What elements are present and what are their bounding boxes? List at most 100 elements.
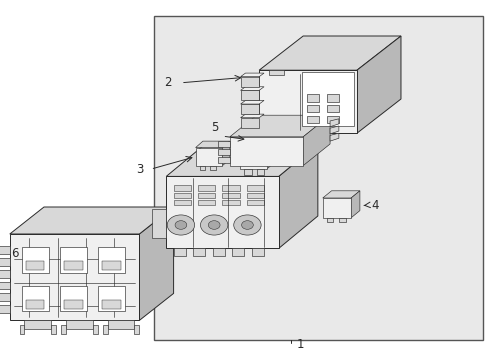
Bar — [222, 200, 239, 205]
Polygon shape — [350, 191, 359, 218]
Circle shape — [167, 215, 194, 235]
Bar — [26, 261, 44, 270]
Bar — [306, 105, 319, 112]
Polygon shape — [239, 148, 266, 169]
Bar — [66, 320, 93, 329]
Bar — [326, 94, 338, 102]
Polygon shape — [240, 90, 259, 100]
Bar — [306, 116, 319, 123]
Bar — [173, 193, 190, 198]
Polygon shape — [322, 191, 359, 198]
Polygon shape — [195, 148, 222, 166]
Text: 1: 1 — [296, 338, 304, 351]
Polygon shape — [139, 207, 173, 320]
Polygon shape — [266, 140, 275, 169]
Bar — [193, 248, 205, 256]
Bar — [93, 325, 98, 334]
Bar — [51, 325, 56, 334]
Polygon shape — [217, 157, 229, 163]
Circle shape — [233, 215, 261, 235]
Bar — [256, 169, 264, 175]
Polygon shape — [329, 119, 338, 127]
Bar — [154, 16, 482, 340]
Polygon shape — [259, 36, 400, 70]
Bar — [102, 300, 121, 309]
Bar — [326, 105, 338, 112]
Polygon shape — [222, 141, 229, 166]
Bar — [173, 185, 190, 191]
Bar — [60, 247, 87, 273]
Bar — [306, 94, 319, 102]
Bar — [22, 286, 49, 311]
Polygon shape — [217, 141, 229, 147]
Circle shape — [200, 215, 227, 235]
Bar — [210, 166, 216, 170]
Circle shape — [175, 221, 186, 229]
Polygon shape — [240, 100, 264, 104]
Bar — [326, 116, 338, 123]
Polygon shape — [356, 36, 400, 133]
Bar — [134, 325, 139, 334]
Bar — [232, 248, 244, 256]
Polygon shape — [166, 144, 317, 176]
Polygon shape — [259, 70, 356, 133]
Text: 3: 3 — [136, 163, 143, 176]
Bar — [22, 247, 49, 273]
Bar — [60, 286, 87, 311]
Polygon shape — [10, 234, 139, 320]
Text: 6: 6 — [11, 247, 19, 260]
Polygon shape — [329, 133, 338, 141]
Bar — [222, 185, 239, 191]
Polygon shape — [240, 77, 259, 87]
Text: 5: 5 — [211, 121, 218, 134]
Polygon shape — [229, 115, 329, 137]
Bar — [338, 218, 345, 222]
Polygon shape — [0, 293, 10, 301]
Bar — [107, 320, 134, 329]
Polygon shape — [166, 176, 278, 248]
Polygon shape — [278, 144, 317, 248]
Polygon shape — [10, 207, 173, 234]
Polygon shape — [195, 141, 229, 148]
Bar — [222, 193, 239, 198]
Polygon shape — [229, 137, 303, 166]
Polygon shape — [0, 305, 10, 313]
Polygon shape — [240, 104, 259, 114]
Bar — [251, 248, 264, 256]
Bar — [20, 325, 24, 334]
Polygon shape — [322, 198, 350, 218]
Polygon shape — [0, 258, 10, 266]
Polygon shape — [240, 118, 259, 128]
Polygon shape — [329, 126, 338, 134]
Bar — [64, 300, 82, 309]
Bar — [64, 261, 82, 270]
Bar — [26, 300, 44, 309]
Bar — [24, 320, 51, 329]
Bar — [198, 185, 215, 191]
Polygon shape — [0, 246, 10, 254]
Bar — [198, 200, 215, 205]
Bar — [246, 193, 264, 198]
Bar — [244, 169, 251, 175]
Bar — [326, 218, 333, 222]
Bar — [198, 193, 215, 198]
Bar — [98, 286, 125, 311]
Polygon shape — [0, 270, 10, 278]
Bar — [102, 261, 121, 270]
Text: 2: 2 — [163, 76, 171, 89]
Bar — [61, 325, 66, 334]
Text: 4: 4 — [371, 199, 378, 212]
Bar — [246, 185, 264, 191]
Bar — [199, 166, 205, 170]
Polygon shape — [240, 73, 264, 77]
Bar — [173, 248, 185, 256]
Circle shape — [241, 221, 253, 229]
Polygon shape — [217, 149, 229, 155]
Polygon shape — [303, 115, 329, 166]
Polygon shape — [151, 209, 166, 238]
Polygon shape — [239, 140, 275, 148]
Polygon shape — [240, 87, 264, 90]
Bar — [102, 325, 107, 334]
Bar — [268, 70, 283, 75]
Circle shape — [208, 221, 220, 229]
